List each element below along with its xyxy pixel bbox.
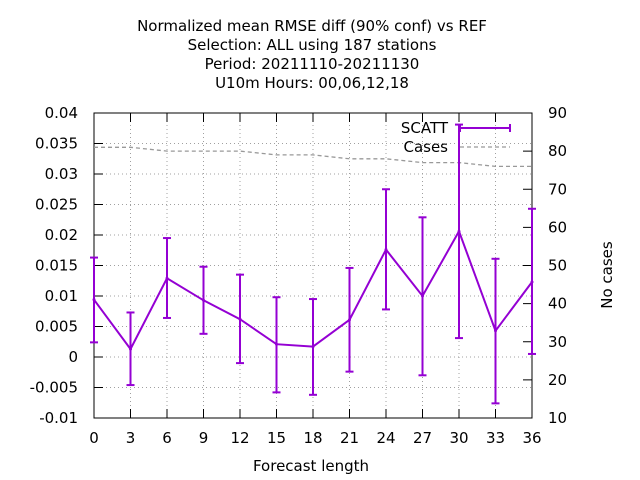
x-tick-label: 0	[89, 429, 99, 447]
scatt-point	[202, 298, 205, 302]
y2-tick-label: 90	[548, 104, 567, 122]
x-tick-label: 9	[199, 429, 209, 447]
scatt-point	[275, 342, 278, 346]
scatt-point	[129, 347, 132, 351]
legend-label-scatt: SCATT	[401, 119, 449, 137]
x-tick-label: 30	[449, 429, 468, 447]
x-axis-label: Forecast length	[253, 457, 369, 475]
scatt-point	[92, 298, 96, 302]
scatt-point	[530, 280, 534, 284]
y-tick-label: 0.005	[35, 318, 78, 336]
y-tick-label: -0.01	[39, 409, 78, 427]
y2-tick-label: 20	[548, 371, 567, 389]
y-tick-label: 0.035	[35, 135, 78, 153]
scatt-point	[238, 317, 242, 321]
y-tick-label: 0.02	[45, 226, 78, 244]
y2-tick-label: 50	[548, 257, 567, 275]
y2-tick-label: 30	[548, 333, 567, 351]
x-tick-label: 24	[376, 429, 395, 447]
scatt-point	[457, 229, 461, 233]
scatt-point	[165, 276, 169, 280]
x-tick-label: 6	[162, 429, 172, 447]
y-tick-label: 0.01	[45, 287, 78, 305]
x-tick-label: 12	[230, 429, 249, 447]
chart-title-line: Period: 20211110-20211130	[205, 55, 420, 73]
y2-tick-label: 40	[548, 295, 567, 313]
y-tick-label: 0.04	[45, 104, 78, 122]
x-tick-label: 15	[267, 429, 286, 447]
scatt-point	[384, 248, 388, 252]
scatt-point	[348, 318, 351, 322]
legend-label-cases: Cases	[403, 138, 448, 156]
y2-tick-label: 80	[548, 142, 567, 160]
x-tick-label: 18	[303, 429, 322, 447]
chart-title-line: Normalized mean RMSE diff (90% conf) vs …	[137, 17, 487, 35]
chart-title-line: Selection: ALL using 187 stations	[188, 36, 437, 54]
y-tick-label: 0.03	[45, 165, 78, 183]
y2-tick-label: 60	[548, 218, 567, 236]
x-tick-label: 3	[126, 429, 136, 447]
y2-tick-label: 70	[548, 180, 567, 198]
x-tick-label: 21	[340, 429, 359, 447]
scatt-point	[311, 345, 315, 349]
y-tick-label: 0	[68, 348, 78, 366]
y-tick-label: 0.025	[35, 196, 78, 214]
chart-title-line: U10m Hours: 00,06,12,18	[215, 74, 409, 92]
scatt-point	[494, 329, 497, 333]
cases-line	[94, 146, 532, 168]
y2-axis-label: No cases	[598, 241, 616, 309]
y-tick-label: 0.015	[35, 257, 78, 275]
x-tick-label: 27	[413, 429, 432, 447]
y2-tick-label: 10	[548, 409, 567, 427]
x-tick-label: 36	[522, 429, 541, 447]
x-tick-label: 33	[486, 429, 505, 447]
y-tick-label: -0.005	[30, 379, 78, 397]
scatt-point	[421, 294, 424, 298]
